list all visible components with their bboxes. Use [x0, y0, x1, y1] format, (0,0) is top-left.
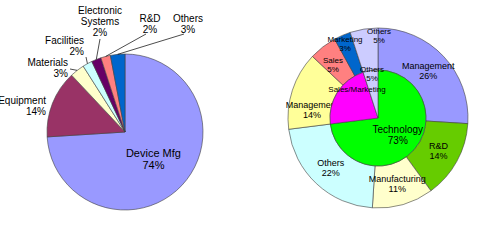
leader-line [106, 34, 146, 56]
label-line: Technology [373, 124, 424, 135]
labels: Device Mfg74%Equipment14%Materials3%Faci… [0, 5, 203, 171]
label-line: Materials [27, 57, 68, 68]
value-label: 22% [322, 168, 340, 178]
value-label: 2% [143, 24, 158, 35]
leader-line [86, 57, 87, 64]
label-line: Manufacturing [369, 174, 426, 184]
category-label: Materials [27, 57, 68, 68]
label-line: Others [360, 65, 384, 74]
category-label: Others [317, 158, 345, 168]
label-line: Facilities [45, 35, 84, 46]
category-label: ElectronicSystems [78, 5, 122, 27]
category-label: Marketing [327, 35, 362, 44]
category-label: Others [173, 13, 203, 24]
label-line: Sales/Marketing [328, 85, 385, 94]
label-line: R&D [429, 141, 449, 151]
value-label: 2% [70, 46, 85, 57]
value-label: 26% [419, 71, 437, 81]
slices [47, 54, 203, 210]
chart-canvas: Device Mfg74%Equipment14%Materials3%Faci… [0, 0, 490, 230]
value-label: 14% [303, 110, 321, 120]
value-label: 3% [181, 24, 196, 35]
value-label: 2% [93, 27, 108, 38]
value-label: 14% [429, 151, 447, 161]
category-label: Facilities [45, 35, 84, 46]
category-label: Management [402, 61, 455, 71]
value-label: 74% [142, 159, 164, 171]
label-line: R&D [139, 13, 160, 24]
value-label: 14% [26, 106, 46, 117]
slices [288, 28, 468, 208]
category-label: Sales [323, 56, 343, 65]
label-line: Others [367, 27, 391, 36]
slice [47, 54, 203, 210]
value-label: 5% [373, 36, 385, 45]
category-label: Others [360, 65, 384, 74]
category-label: Technology [373, 124, 424, 135]
label-line: Marketing [327, 35, 362, 44]
label-line: Sales [323, 56, 343, 65]
leader-line [118, 34, 184, 54]
value-label: 11% [389, 184, 406, 194]
value-label: 3% [339, 44, 351, 53]
category-label: Others [367, 27, 391, 36]
value-label: 3% [54, 68, 69, 79]
value-label: 73% [388, 135, 408, 146]
labels: Management26%R&D14%Manufacturing11%Other… [286, 27, 455, 194]
label-line: Equipment [0, 95, 46, 106]
value-label: 5% [366, 74, 378, 83]
label-line: Device Mfg [126, 147, 181, 159]
category-label: R&D [429, 141, 449, 151]
leader-line [96, 39, 100, 59]
slice [363, 70, 378, 118]
label-line: Electronic [78, 5, 122, 16]
category-label: Manufacturing [369, 174, 426, 184]
slice [110, 54, 125, 132]
labels: Technology73%Sales/MarketingOthers5% [328, 65, 423, 146]
label-line: Others [173, 13, 203, 24]
value-label: 5% [327, 65, 339, 74]
label-line: Others [317, 158, 345, 168]
category-label: Device Mfg [126, 147, 181, 159]
label-line: Systems [81, 16, 119, 27]
category-label: R&D [139, 13, 160, 24]
slice [330, 72, 378, 124]
category-label: Equipment [0, 95, 46, 106]
label-line: Management [402, 61, 455, 71]
category-label: Sales/Marketing [328, 85, 385, 94]
leader-line [70, 69, 77, 70]
